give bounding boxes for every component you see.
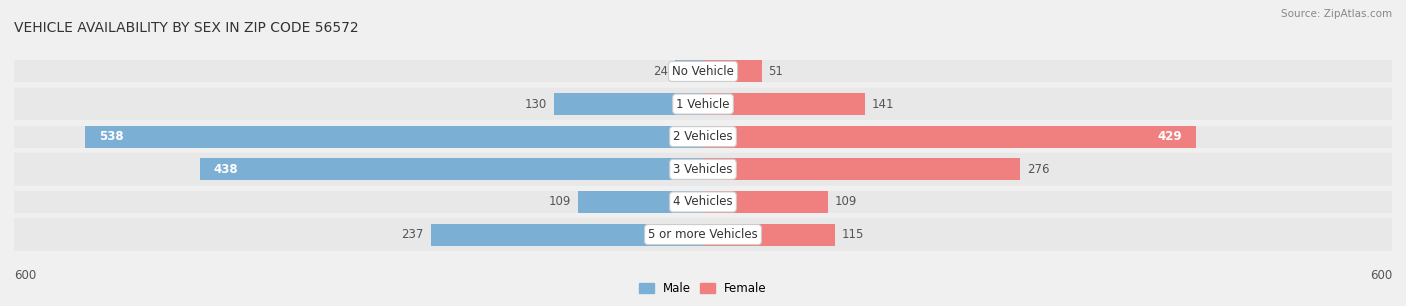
Bar: [703, 158, 1392, 181]
Bar: [14, 223, 703, 246]
Bar: [703, 125, 1195, 148]
Bar: [14, 218, 1392, 251]
Bar: [14, 153, 1392, 186]
Text: 3 Vehicles: 3 Vehicles: [673, 163, 733, 176]
Bar: [430, 223, 703, 246]
Text: 141: 141: [872, 98, 894, 110]
Text: 109: 109: [548, 196, 571, 208]
Legend: Male, Female: Male, Female: [634, 278, 772, 300]
Text: 237: 237: [402, 228, 425, 241]
Bar: [703, 60, 762, 83]
Text: 109: 109: [835, 196, 858, 208]
Bar: [14, 93, 703, 115]
Text: 5 or more Vehicles: 5 or more Vehicles: [648, 228, 758, 241]
Bar: [703, 223, 835, 246]
Bar: [703, 93, 865, 115]
Text: 24: 24: [654, 65, 669, 78]
Text: VEHICLE AVAILABILITY BY SEX IN ZIP CODE 56572: VEHICLE AVAILABILITY BY SEX IN ZIP CODE …: [14, 21, 359, 35]
Text: No Vehicle: No Vehicle: [672, 65, 734, 78]
Text: 115: 115: [842, 228, 865, 241]
Text: 438: 438: [214, 163, 239, 176]
Text: 2 Vehicles: 2 Vehicles: [673, 130, 733, 143]
Text: 1 Vehicle: 1 Vehicle: [676, 98, 730, 110]
Bar: [14, 55, 1392, 88]
Bar: [14, 88, 1392, 120]
Bar: [14, 120, 1392, 153]
Bar: [14, 125, 703, 148]
Text: 51: 51: [769, 65, 783, 78]
Text: 276: 276: [1026, 163, 1049, 176]
Bar: [14, 60, 703, 83]
Bar: [86, 125, 703, 148]
Text: 600: 600: [1369, 269, 1392, 282]
Bar: [14, 186, 1392, 218]
Bar: [703, 60, 1392, 83]
Text: 4 Vehicles: 4 Vehicles: [673, 196, 733, 208]
Text: 600: 600: [14, 269, 37, 282]
Bar: [703, 191, 828, 213]
Text: 538: 538: [98, 130, 124, 143]
Bar: [14, 191, 703, 213]
Bar: [703, 191, 1392, 213]
Bar: [200, 158, 703, 181]
Bar: [554, 93, 703, 115]
Text: 130: 130: [524, 98, 547, 110]
Bar: [703, 223, 1392, 246]
Bar: [14, 158, 703, 181]
Bar: [578, 191, 703, 213]
Bar: [703, 158, 1019, 181]
Text: 429: 429: [1157, 130, 1182, 143]
Bar: [703, 125, 1392, 148]
Bar: [703, 93, 1392, 115]
Bar: [675, 60, 703, 83]
Text: Source: ZipAtlas.com: Source: ZipAtlas.com: [1281, 9, 1392, 19]
